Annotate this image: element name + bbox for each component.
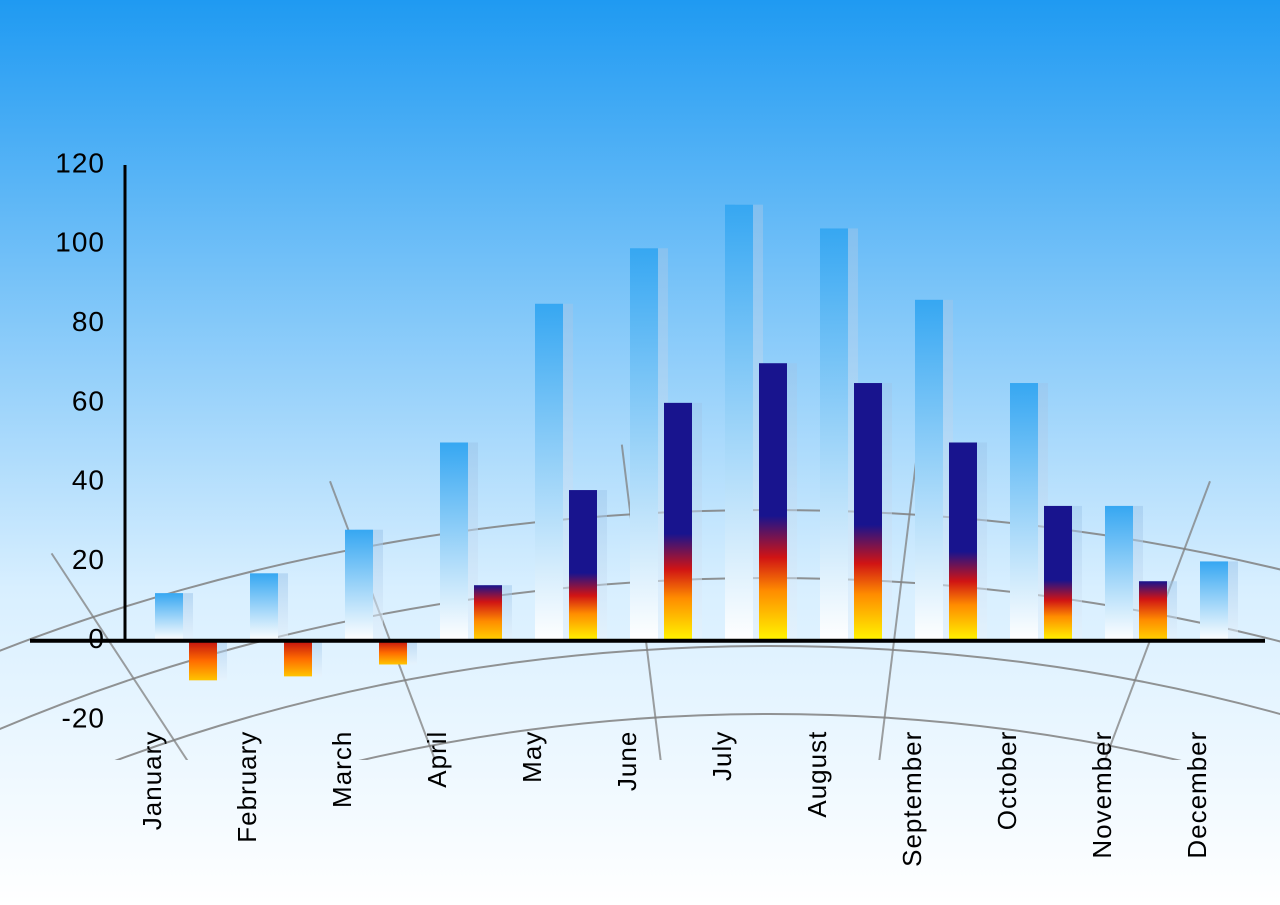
series-1-bar	[1105, 506, 1133, 641]
series-1-bar	[630, 248, 658, 640]
month-label: July	[707, 731, 737, 781]
monthly-bar-chart: -20 0 20 40 60 80 100 120 January February March Ap…	[0, 0, 1280, 905]
y-tick-label: -20	[62, 702, 105, 733]
series-1-bar	[820, 228, 848, 640]
series-1-bar	[345, 530, 373, 641]
series-1-bar	[1200, 561, 1228, 640]
y-tick-label: 0	[88, 623, 105, 654]
series-1-bar	[535, 304, 563, 641]
series-2-bar	[854, 383, 882, 641]
month-label: June	[612, 731, 642, 791]
series-2-bar	[569, 490, 597, 641]
month-label: April	[422, 731, 452, 788]
month-label: February	[232, 731, 262, 843]
series-2-bar	[949, 443, 977, 641]
series-2-bar	[1139, 581, 1167, 640]
series-2-bar	[664, 403, 692, 641]
y-tick-label: 120	[55, 147, 105, 178]
month-label: January	[137, 731, 167, 831]
y-tick-label: 100	[55, 227, 105, 258]
month-label: September	[897, 731, 927, 867]
series-2-bar	[284, 641, 312, 677]
series-2-bar	[189, 641, 217, 681]
month-label: November	[1087, 731, 1117, 859]
month-label: August	[802, 731, 832, 818]
y-tick-label: 60	[72, 385, 105, 416]
series-1-bar	[440, 443, 468, 641]
month-label: May	[517, 731, 547, 783]
y-tick-label: 80	[72, 306, 105, 337]
series-1-bar	[725, 205, 753, 641]
series-2-bar	[379, 641, 407, 665]
chart-container: -20 0 20 40 60 80 100 120 January February March Ap…	[0, 0, 1280, 905]
series-2-bar	[1044, 506, 1072, 641]
series-1-bar	[1010, 383, 1038, 641]
series-2-bar	[759, 363, 787, 640]
y-tick-label: 40	[72, 465, 105, 496]
series-2-bar	[474, 585, 502, 640]
y-tick-label: 20	[72, 544, 105, 575]
series-1-bar	[250, 573, 278, 640]
series-1-bar	[915, 300, 943, 641]
month-label: December	[1182, 731, 1212, 859]
series-1-bar	[155, 593, 183, 641]
month-label: October	[992, 731, 1022, 831]
month-label: March	[327, 731, 357, 808]
